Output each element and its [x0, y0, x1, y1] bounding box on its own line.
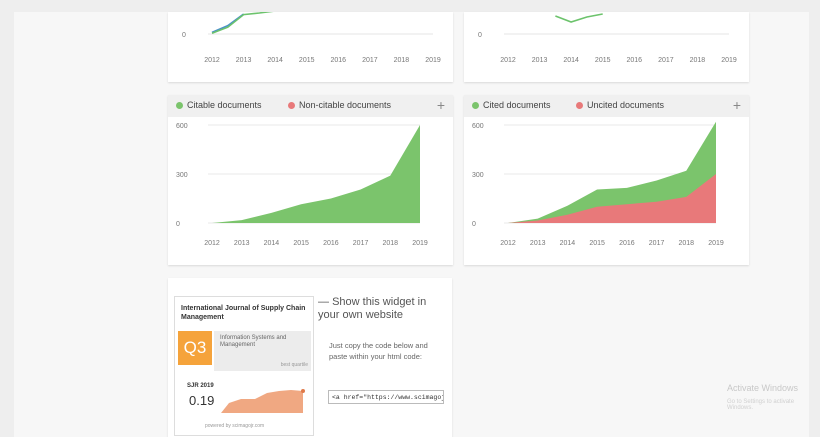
sjr-sparkline	[221, 389, 305, 413]
series-area-cited	[508, 121, 716, 223]
dash-icon: —	[318, 296, 333, 308]
widget-show-title-text: Show this widget in your own website	[318, 296, 427, 321]
citable-documents-chart: 600 300 0 2012 2013 2014 2015 2016 2017 2018 2019	[176, 123, 428, 247]
x-tick-label: 2019	[708, 240, 724, 247]
sjr-last-point	[301, 389, 305, 393]
category-rank: best quartile	[280, 362, 308, 368]
x-tick-label: 2016	[626, 57, 642, 64]
top-right-chart: 0 2012 2013 2014 2015 2016 2017 2018 2019	[478, 13, 737, 64]
x-tick-label: 2014	[563, 57, 579, 64]
top-left-chart-card: 0 2012 2013 2014 2015 2016 2017 2018 2019	[168, 10, 453, 82]
widget-show-title: — Show this widget in your own website	[318, 296, 438, 322]
top-right-chart-card: 0 2012 2013 2014 2015 2016 2017 2018 2019	[464, 12, 749, 82]
series-line	[211, 10, 276, 34]
y-tick-label: 0	[472, 221, 476, 228]
x-tick-label: 2014	[560, 240, 576, 247]
x-tick-label: 2013	[532, 57, 548, 64]
x-tick-label: 2017	[362, 57, 378, 64]
y-tick-label: 600	[472, 123, 484, 130]
legend-item-citable[interactable]: Citable documents	[176, 100, 262, 110]
sjr-label: SJR 2019	[187, 383, 214, 389]
x-tick-label: 2015	[299, 57, 315, 64]
legend-label: Citable documents	[187, 100, 262, 110]
x-tick-label: 2017	[658, 57, 674, 64]
x-tick-label: 2016	[619, 240, 635, 247]
scimago-widget-preview[interactable]: International Journal of Supply Chain Ma…	[174, 296, 314, 436]
legend-item-uncited[interactable]: Uncited documents	[576, 100, 664, 110]
x-tick-label: 2018	[678, 240, 694, 247]
x-tick-label: 2019	[425, 57, 441, 64]
series-line	[555, 13, 603, 23]
legend-dot-icon	[288, 101, 295, 109]
x-tick-label: 2019	[412, 240, 428, 247]
x-tick-label: 2017	[649, 240, 665, 247]
plus-icon[interactable]: +	[732, 97, 741, 113]
legend-item-non-citable[interactable]: Non-citable documents	[288, 100, 391, 110]
legend-label: Uncited documents	[587, 100, 665, 110]
powered-by: powered by scimagojr.com	[205, 423, 265, 429]
series-line	[211, 13, 245, 34]
citable-chart-legend: Citable documents Non-citable documents …	[168, 95, 453, 117]
widget-journal-title: International Journal of Supply Chain Ma…	[181, 305, 306, 321]
x-tick-label: 2013	[234, 240, 250, 247]
series-area-citable	[212, 125, 420, 223]
x-tick-label: 2014	[267, 57, 283, 64]
x-tick-label: 2012	[204, 240, 220, 247]
widget-card: International Journal of Supply Chain Ma…	[168, 278, 452, 437]
y-tick-label: 0	[478, 32, 482, 39]
widget-category: Information Systems and Management best …	[214, 331, 311, 371]
embed-code-input[interactable]: <a href="https://www.scimagojr.com	[328, 390, 444, 404]
legend-dot-icon	[176, 101, 183, 109]
x-tick-label: 2013	[530, 240, 546, 247]
x-tick-label: 2014	[264, 240, 280, 247]
legend-label: Non-citable documents	[299, 100, 392, 110]
cited-chart-legend: Cited documents Uncited documents +	[464, 95, 749, 117]
y-tick-label: 0	[176, 221, 180, 228]
y-tick-label: 0	[182, 32, 186, 39]
x-tick-label: 2012	[500, 240, 516, 247]
legend-dot-icon	[472, 101, 479, 109]
x-tick-label: 2016	[323, 240, 339, 247]
x-tick-label: 2012	[500, 57, 516, 64]
citable-documents-card: Citable documents Non-citable documents …	[168, 95, 453, 265]
x-tick-label: 2018	[382, 240, 398, 247]
x-tick-label: 2013	[236, 57, 252, 64]
x-tick-label: 2012	[204, 57, 220, 64]
category-name: Information Systems and Management	[220, 335, 287, 348]
plus-icon[interactable]: +	[436, 97, 445, 113]
legend-dot-icon	[576, 101, 583, 109]
activate-windows-title: Activate Windows	[727, 383, 799, 393]
x-tick-label: 2017	[353, 240, 369, 247]
x-tick-label: 2015	[293, 240, 309, 247]
sjr-area	[221, 390, 303, 413]
x-tick-label: 2018	[690, 57, 706, 64]
y-tick-label: 300	[176, 172, 188, 179]
x-tick-label: 2015	[595, 57, 611, 64]
series-area-uncited	[508, 174, 716, 223]
cited-documents-chart: 600 300 0 2012 2013 2014 2015 2016 2017 2018 2019	[472, 121, 724, 247]
y-tick-label: 300	[472, 172, 484, 179]
x-tick-label: 2015	[589, 240, 605, 247]
top-left-chart: 0 2012 2013 2014 2015 2016 2017 2018 2019	[182, 10, 441, 64]
x-tick-label: 2019	[721, 57, 737, 64]
sjr-value: 0.19	[189, 393, 215, 408]
cited-documents-card: Cited documents Uncited documents + 600 3…	[464, 95, 749, 265]
quartile-badge: Q3	[178, 331, 212, 365]
legend-label: Cited documents	[483, 100, 551, 110]
x-tick-label: 2016	[330, 57, 346, 64]
y-tick-label: 600	[176, 123, 188, 130]
x-tick-label: 2018	[394, 57, 410, 64]
widget-instructions: Just copy the code below and paste withi…	[329, 341, 428, 361]
legend-item-cited[interactable]: Cited documents	[472, 100, 551, 110]
activate-windows-subtitle: Go to Settings to activate Windows.	[727, 399, 795, 411]
